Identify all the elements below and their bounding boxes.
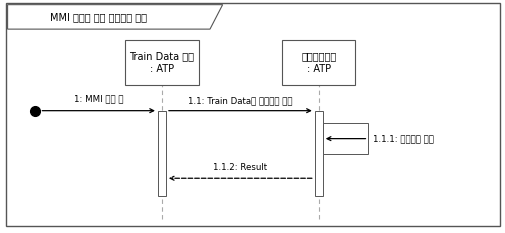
Text: 1.1.2: Result: 1.1.2: Result bbox=[213, 163, 267, 172]
Text: 열차위치관리
: ATP: 열차위치관리 : ATP bbox=[300, 51, 336, 74]
Bar bbox=[322, 123, 368, 154]
Text: 1: MMI 입력 시: 1: MMI 입력 시 bbox=[74, 95, 124, 104]
Text: Train Data 관리
: ATP: Train Data 관리 : ATP bbox=[129, 51, 194, 74]
Bar bbox=[158, 111, 166, 196]
Text: 1.1: Train Data의 열차길이 정보: 1.1: Train Data의 열차길이 정보 bbox=[188, 96, 292, 105]
Bar bbox=[314, 111, 322, 196]
Bar bbox=[282, 40, 355, 85]
Polygon shape bbox=[8, 5, 222, 29]
Text: MMI 입력에 의한 열차길이 계산: MMI 입력에 의한 열차길이 계산 bbox=[50, 12, 147, 22]
Bar bbox=[125, 40, 198, 85]
Text: 1.1.1: 열차길이 저장: 1.1.1: 열차길이 저장 bbox=[373, 134, 433, 143]
